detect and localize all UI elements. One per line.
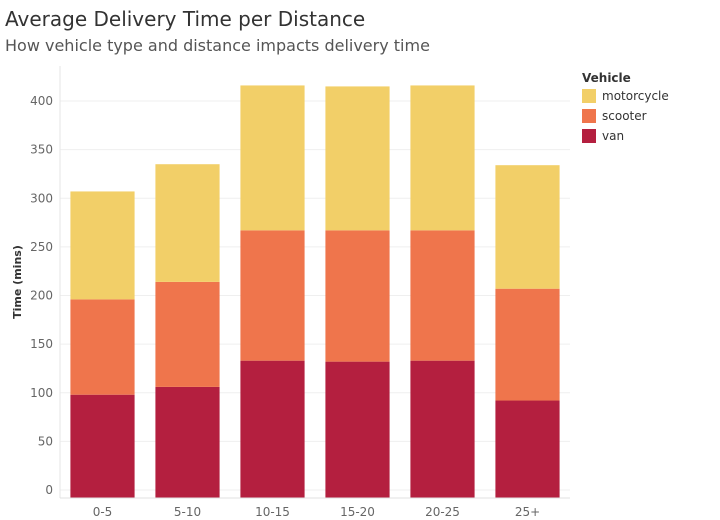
bar-van[interactable] xyxy=(240,360,305,498)
y-tick-label: 0 xyxy=(45,483,53,497)
bar-scooter[interactable] xyxy=(155,281,220,387)
x-tick-label: 0-5 xyxy=(93,505,113,519)
bar-van[interactable] xyxy=(70,394,135,498)
legend-label-scooter[interactable]: scooter xyxy=(602,109,647,123)
bar-motorcycle[interactable] xyxy=(495,165,560,289)
y-axis-title: Time (mins) xyxy=(11,245,24,319)
bar-scooter[interactable] xyxy=(240,230,305,361)
y-tick-label: 100 xyxy=(30,386,53,400)
legend-label-van[interactable]: van xyxy=(602,129,624,143)
y-tick-label: 300 xyxy=(30,191,53,205)
gridlines xyxy=(60,100,570,491)
bar-scooter[interactable] xyxy=(495,288,560,401)
bar-motorcycle[interactable] xyxy=(325,86,390,231)
y-tick-label: 250 xyxy=(30,240,53,254)
bar-motorcycle[interactable] xyxy=(155,164,220,282)
x-tick-label: 20-25 xyxy=(425,505,460,519)
y-tick-label: 150 xyxy=(30,337,53,351)
bar-scooter[interactable] xyxy=(410,230,475,361)
legend-swatch-motorcycle[interactable] xyxy=(582,89,596,103)
legend-title: Vehicle xyxy=(582,71,631,85)
y-tick-label: 350 xyxy=(30,143,53,157)
y-tick-label: 50 xyxy=(38,434,53,448)
legend-swatch-scooter[interactable] xyxy=(582,109,596,123)
bar-van[interactable] xyxy=(410,360,475,498)
bar-van[interactable] xyxy=(325,361,390,498)
x-tick-label: 5-10 xyxy=(174,505,201,519)
y-tick-label: 400 xyxy=(30,94,53,108)
x-tick-label: 25+ xyxy=(515,505,540,519)
y-tick-label: 200 xyxy=(30,289,53,303)
bars xyxy=(70,85,560,498)
bar-scooter[interactable] xyxy=(70,299,135,395)
chart-subtitle: How vehicle type and distance impacts de… xyxy=(5,36,430,55)
legend: Vehicle motorcycle scooter van xyxy=(582,71,669,143)
axes: 0 50 100 150 200 250 300 350 400 Time (mins) 0-5 5-… xyxy=(11,66,570,519)
bar-van[interactable] xyxy=(155,386,220,498)
bar-motorcycle[interactable] xyxy=(240,85,305,231)
legend-swatch-van[interactable] xyxy=(582,129,596,143)
x-tick-label: 15-20 xyxy=(340,505,375,519)
bar-scooter[interactable] xyxy=(325,230,390,362)
bar-motorcycle[interactable] xyxy=(70,191,135,300)
chart-title: Average Delivery Time per Distance xyxy=(5,7,366,31)
x-tick-label: 10-15 xyxy=(255,505,290,519)
legend-label-motorcycle[interactable]: motorcycle xyxy=(602,89,669,103)
bar-motorcycle[interactable] xyxy=(410,85,475,231)
bar-van[interactable] xyxy=(495,400,560,498)
